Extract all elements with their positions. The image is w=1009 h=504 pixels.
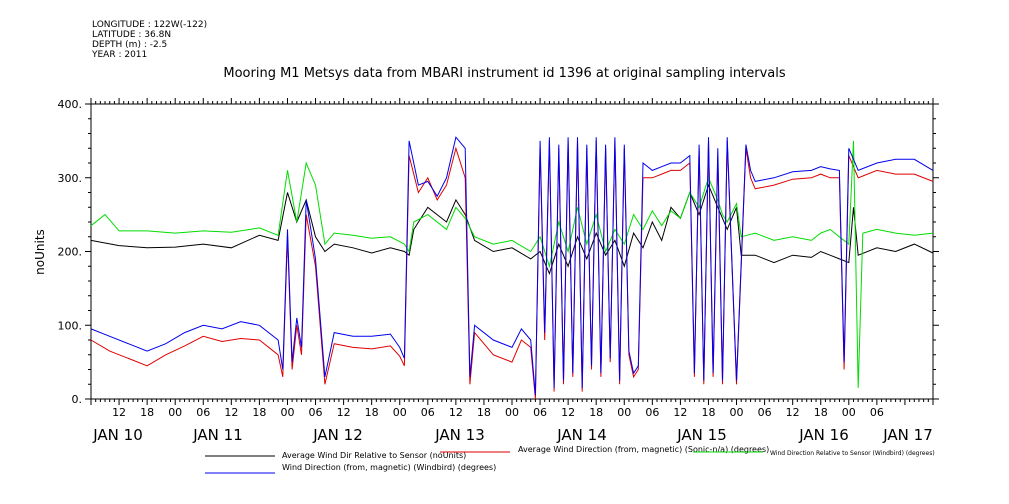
x-hour-tick-label: 06 [421,406,435,419]
series-line-3 [90,140,934,388]
latitude-label: LATITUDE : 36.8N [92,30,172,40]
x-hour-tick-label: 00 [168,406,182,419]
y-tick-label: 400. [58,98,83,111]
x-hour-tick-label: 18 [365,406,379,419]
x-hour-tick-label: 06 [196,406,210,419]
y-tick-label: 100. [58,319,83,332]
x-hour-tick-label: 12 [449,406,463,419]
plot-frame [90,103,934,400]
x-day-label: JAN 17 [882,426,933,444]
x-day-label: JAN 13 [434,426,485,444]
x-hour-tick-label: 18 [814,406,828,419]
x-hour-tick-label: 06 [758,406,772,419]
x-hour-tick-label: 18 [252,406,266,419]
legend-label-1: Average Wind Dir Relative to Sensor (noU… [282,451,466,460]
x-hour-tick-label: 18 [477,406,491,419]
x-hour-tick-label: 12 [337,406,351,419]
x-hour-tick-label: 00 [505,406,519,419]
x-hour-tick-label: 00 [730,406,744,419]
x-hour-tick-label: 18 [140,406,154,419]
legend: Average Wind Dir Relative to Sensor (noU… [205,445,935,474]
x-day-label: JAN 14 [556,426,607,444]
longitude-label: LONGITUDE : 122W(-122) [92,20,208,30]
x-hour-tick-label: 06 [533,406,547,419]
x-day-label: JAN 16 [798,426,849,444]
x-hour-tick-label: 12 [561,406,575,419]
x-day-label: JAN 10 [92,426,143,444]
legend-label-2: Average Wind Direction (from, magnetic) … [518,445,769,454]
x-hour-tick-label: 00 [280,406,294,419]
x-hour-tick-label: 00 [393,406,407,419]
x-hour-tick-label: 18 [701,406,715,419]
x-day-label: JAN 11 [192,426,243,444]
x-hour-tick-label: 00 [617,406,631,419]
year-label: YEAR : 2011 [92,50,148,60]
x-day-label: JAN 15 [676,426,727,444]
x-hour-tick-label: 12 [673,406,687,419]
y-axis-label: noUnits [33,229,47,275]
y-tick-label: 200. [58,246,83,259]
series-line-2 [90,140,934,400]
metadata-block: LONGITUDE : 122W(-122) LATITUDE : 36.8N … [92,20,207,60]
chart-title: Mooring M1 Metsys data from MBARI instru… [223,66,786,81]
x-hour-tick-label: 06 [645,406,659,419]
x-hour-tick-label: 06 [870,406,884,419]
x-hour-tick-label: 00 [842,406,856,419]
x-hour-tick-label: 12 [786,406,800,419]
x-day-label: JAN 12 [312,426,363,444]
x-hour-tick-label: 12 [112,406,126,419]
x-hour-tick-label: 12 [224,406,238,419]
series-line-1 [90,183,934,276]
legend-label-4: Wind Direction (from, magnetic) (Windbir… [282,463,496,472]
depth-label: DEPTH (m) : -2.5 [92,40,168,50]
x-hour-tick-label: 18 [589,406,603,419]
y-tick-label: 300. [58,172,83,185]
legend-label-3: Wind Direction Relative to Sensor (Windb… [770,450,935,457]
y-tick-label: 0. [72,393,83,406]
x-hour-tick-label: 06 [309,406,323,419]
series-line-4 [90,136,934,396]
